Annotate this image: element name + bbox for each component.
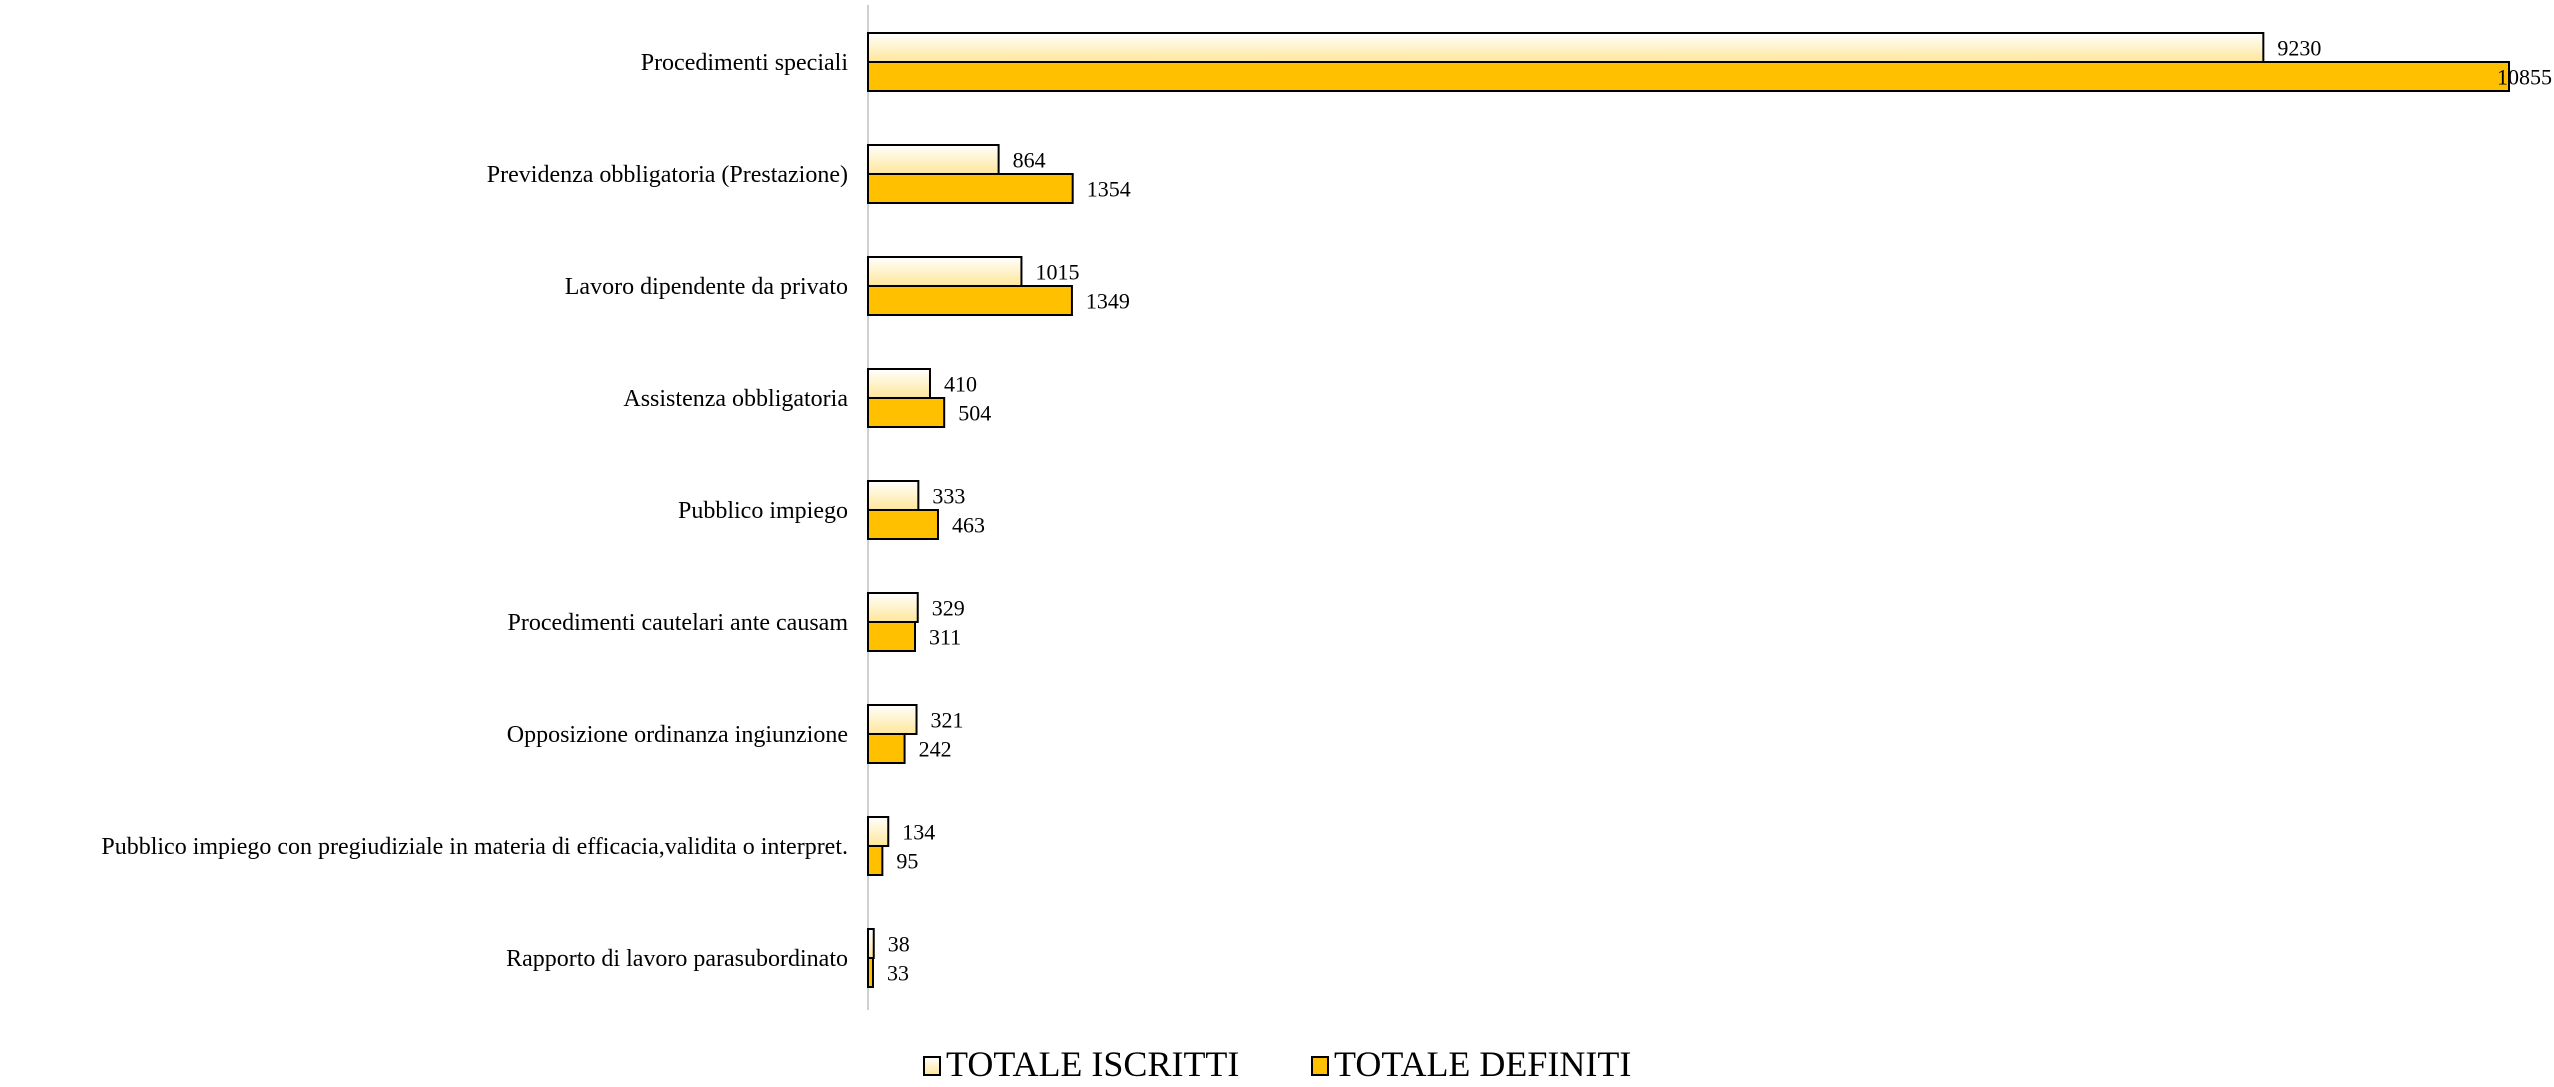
bar-totale-definiti bbox=[867, 397, 946, 428]
legend-label-iscritti: TOTALE ISCRITTI bbox=[946, 1044, 1239, 1082]
data-label: 504 bbox=[958, 401, 991, 426]
data-label: 95 bbox=[896, 849, 918, 874]
legend-swatch-definiti bbox=[1311, 1056, 1329, 1076]
data-label: 333 bbox=[932, 484, 965, 509]
category-label: Pubblico impiego bbox=[678, 498, 848, 524]
data-label: 10855 bbox=[2497, 65, 2552, 90]
labels-layer: Procedimenti speciali 9230 10855 Previdenza… bbox=[101, 36, 2552, 986]
category-label: Assistenza obbligatoria bbox=[623, 386, 848, 412]
data-label: 38 bbox=[888, 932, 910, 957]
bar-totale-iscritti bbox=[867, 32, 2265, 63]
category-label: Opposizione ordinanza ingiunzione bbox=[507, 722, 848, 748]
data-label: 321 bbox=[931, 708, 964, 733]
bar-totale-definiti bbox=[867, 621, 917, 652]
bar-totale-definiti bbox=[867, 957, 874, 988]
data-label: 242 bbox=[919, 737, 952, 762]
bars-layer bbox=[867, 32, 2510, 988]
bar-totale-iscritti bbox=[867, 368, 931, 399]
bar-totale-iscritti bbox=[867, 144, 1000, 175]
bar-totale-iscritti bbox=[867, 816, 890, 847]
data-label: 1349 bbox=[1086, 289, 1130, 314]
bar-totale-definiti bbox=[867, 61, 2510, 92]
bar-totale-definiti bbox=[867, 285, 1073, 316]
data-label: 329 bbox=[932, 596, 965, 621]
bar-totale-definiti bbox=[867, 845, 884, 876]
legend-swatch-iscritti bbox=[923, 1056, 941, 1076]
data-label: 134 bbox=[902, 820, 935, 845]
legend-label-definiti: TOTALE DEFINITI bbox=[1334, 1044, 1631, 1082]
category-label: Procedimenti speciali bbox=[641, 50, 849, 76]
bar-totale-iscritti bbox=[867, 928, 875, 959]
data-label: 463 bbox=[952, 513, 985, 538]
bar-totale-definiti bbox=[867, 509, 939, 540]
bar-totale-definiti bbox=[867, 733, 906, 764]
category-label: Procedimenti cautelari ante causam bbox=[507, 610, 848, 636]
bar-totale-iscritti bbox=[867, 480, 920, 511]
legend: TOTALE ISCRITTI TOTALE DEFINITI bbox=[923, 1044, 1631, 1084]
data-label: 311 bbox=[929, 625, 961, 650]
data-label: 1354 bbox=[1087, 177, 1131, 202]
category-label: Pubblico impiego con pregiudiziale in ma… bbox=[101, 834, 848, 860]
bar-totale-iscritti bbox=[867, 256, 1023, 287]
category-label: Rapporto di lavoro parasubordinato bbox=[506, 946, 848, 972]
bar-totale-definiti bbox=[867, 173, 1074, 204]
data-label: 33 bbox=[887, 961, 909, 986]
data-label: 9230 bbox=[2277, 36, 2321, 61]
bar-totale-iscritti bbox=[867, 704, 918, 735]
bar-totale-iscritti bbox=[867, 592, 919, 623]
category-label: Previdenza obbligatoria (Prestazione) bbox=[487, 162, 848, 188]
data-label: 1015 bbox=[1035, 260, 1079, 285]
data-label: 864 bbox=[1013, 148, 1046, 173]
category-label: Lavoro dipendente da privato bbox=[565, 274, 848, 300]
data-label: 410 bbox=[944, 372, 977, 397]
